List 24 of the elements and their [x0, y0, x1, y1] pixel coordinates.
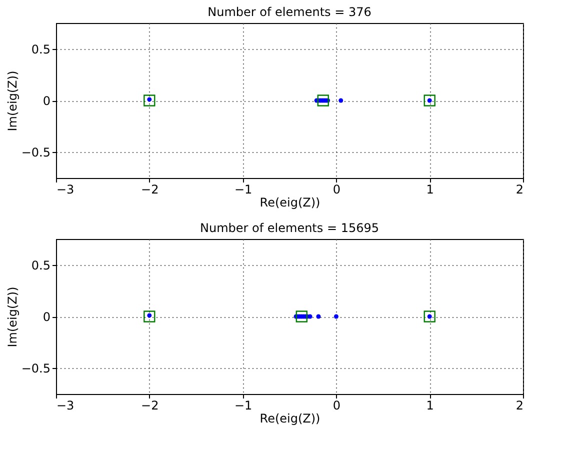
x-tick-label: −1 — [234, 398, 252, 412]
x-tick-label: −3 — [56, 182, 74, 196]
x-tick-label: 0 — [332, 182, 341, 196]
y-tick-label: 0 — [42, 94, 50, 108]
y-tick-label: −0.5 — [21, 146, 50, 160]
x-axis-title: Re(eig(Z)) — [260, 412, 320, 426]
y-axis-title: Im(eig(Z)) — [5, 286, 20, 348]
y-tick-label: 0.5 — [31, 42, 50, 56]
x-axis-title: Re(eig(Z)) — [260, 196, 320, 210]
y-axis-title: Im(eig(Z)) — [5, 70, 20, 132]
x-tick-label: 0 — [332, 398, 341, 412]
x-tick-label: −1 — [234, 182, 252, 196]
chart-title: Number of elements = 15695 — [200, 221, 379, 235]
x-tick-label: −2 — [141, 182, 159, 196]
y-tick-label: −0.5 — [21, 362, 50, 376]
y-tick-label: 0.5 — [31, 258, 50, 272]
y-tick-label: 0 — [42, 310, 50, 324]
chart-title: Number of elements = 376 — [208, 5, 372, 19]
x-tick-label: 1 — [426, 398, 434, 412]
x-tick-label: −2 — [141, 398, 159, 412]
x-tick-label: 1 — [426, 182, 434, 196]
x-tick-label: 2 — [516, 398, 524, 412]
x-tick-label: 2 — [516, 182, 524, 196]
x-tick-label: −3 — [56, 398, 74, 412]
